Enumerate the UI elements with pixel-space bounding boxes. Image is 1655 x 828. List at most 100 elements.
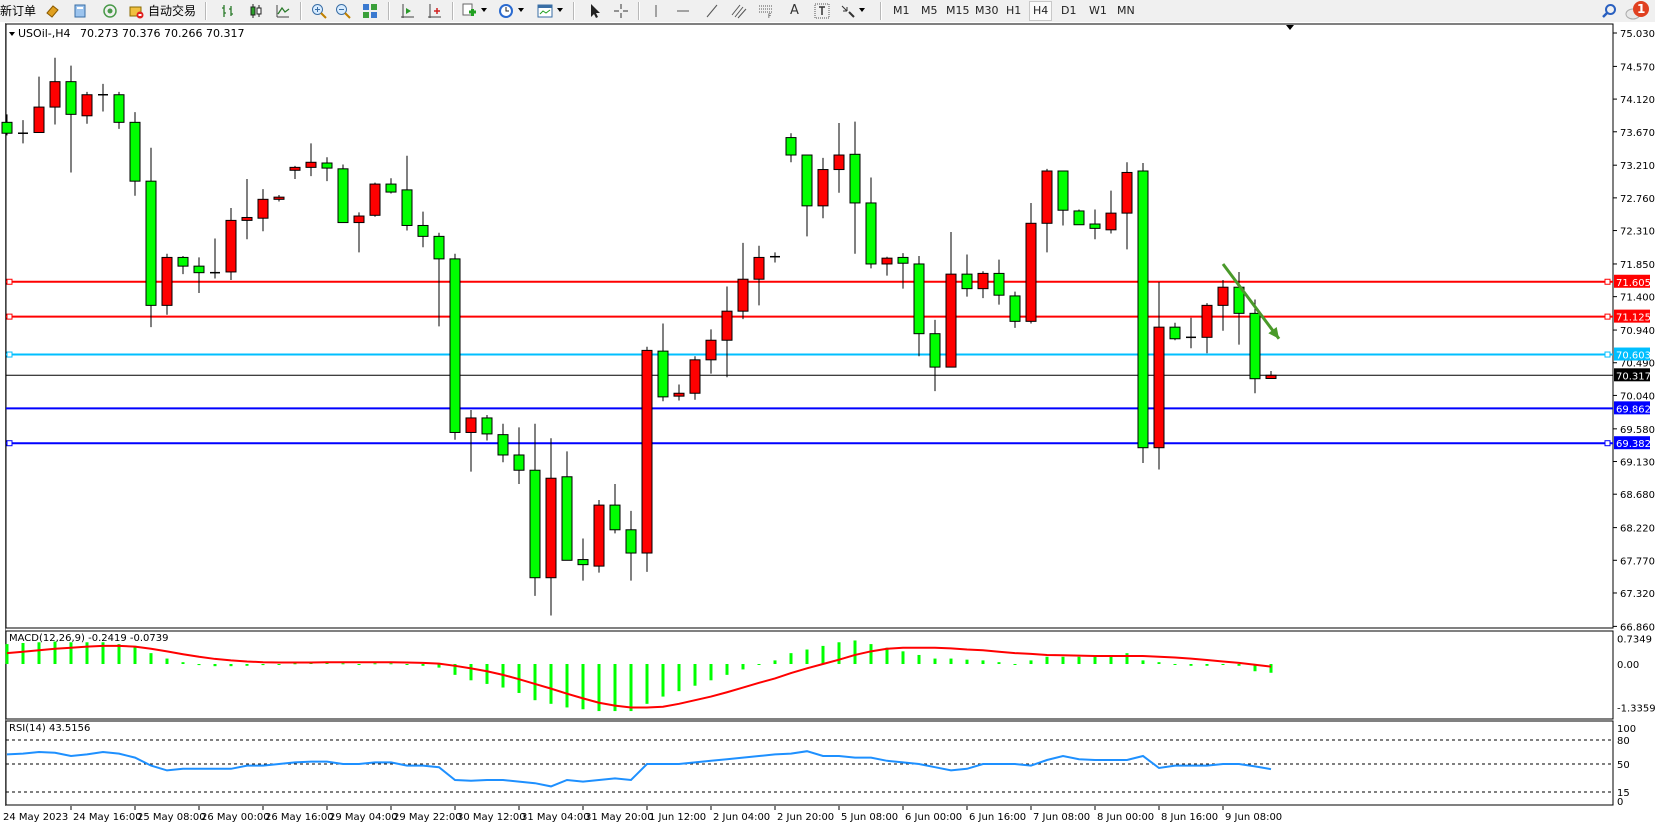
time-label: 9 Jun 08:00 — [1225, 812, 1282, 823]
timeframe-m5[interactable]: M5 — [921, 4, 938, 17]
candle — [961, 254, 973, 297]
candle — [577, 538, 589, 581]
autoscroll-icon[interactable] — [426, 3, 442, 19]
macd-histogram-bar — [21, 643, 25, 664]
candle — [753, 245, 765, 306]
timeframe-h4[interactable]: H4 — [1029, 1, 1053, 21]
tile-windows-icon[interactable] — [362, 3, 378, 19]
chart-shift-icon[interactable] — [399, 3, 415, 19]
new-order-button[interactable]: 新订单 — [0, 4, 37, 18]
time-label: 6 Jun 00:00 — [905, 812, 962, 823]
macd-histogram-bar — [389, 663, 393, 665]
ohlc-readout: 70.273 70.376 70.266 70.317 — [80, 27, 244, 40]
indicators-dropdown-icon[interactable] — [481, 8, 487, 12]
timeframe-m15[interactable]: M15 — [946, 4, 970, 17]
macd-histogram-bar — [1253, 664, 1257, 672]
signals-icon[interactable] — [102, 3, 118, 19]
horizontal-line-icon[interactable] — [675, 3, 691, 19]
candle-body — [993, 272, 1005, 296]
macd-histogram-bar — [165, 658, 169, 664]
candle — [1169, 322, 1181, 341]
fibonacci-icon[interactable]: F — [758, 3, 774, 19]
chart-menu-triangle-icon[interactable] — [9, 32, 15, 36]
candle-body — [1089, 223, 1101, 229]
macd-histogram-bar — [469, 664, 473, 681]
candle — [529, 423, 541, 596]
autotrading-button[interactable]: 自动交易 — [148, 4, 197, 18]
zoom-out-icon[interactable] — [335, 3, 351, 19]
macd-histogram-bar — [997, 662, 1001, 664]
timeframe-h1[interactable]: H1 — [1006, 4, 1022, 17]
bar-chart-icon[interactable] — [220, 3, 236, 19]
candle-body — [33, 106, 45, 134]
trendline-icon[interactable] — [704, 3, 720, 19]
candle-body — [1265, 374, 1277, 380]
macd-histogram-bar — [53, 641, 57, 664]
candle-body — [241, 216, 253, 221]
trend-arrow-annotation — [1221, 263, 1281, 340]
text-icon[interactable]: A — [790, 3, 799, 18]
line-handle — [6, 351, 13, 358]
periods-icon[interactable] — [498, 3, 514, 19]
macd-histogram-bar — [293, 663, 297, 665]
candle-body — [1025, 222, 1037, 322]
arrows-dropdown-icon[interactable] — [859, 8, 865, 12]
macd-histogram-bar — [1077, 656, 1081, 664]
candle — [161, 253, 173, 315]
candle-body — [785, 137, 797, 156]
timeframe-m1[interactable]: M1 — [893, 4, 910, 17]
macd-histogram-bar — [629, 664, 633, 712]
candle — [449, 253, 461, 440]
timeframe-mn[interactable]: MN — [1117, 4, 1135, 17]
chart-window[interactable]: 75.030 74.570 74.120 73.670 73.210 72.760 72.3… — [0, 22, 1655, 828]
macd-histogram-bar — [405, 664, 409, 665]
price-tick-label: 71.400 — [1620, 293, 1655, 304]
market-watch-icon[interactable] — [72, 3, 88, 19]
candlestick-icon[interactable] — [248, 3, 264, 19]
candle — [561, 451, 573, 561]
indicators-icon[interactable] — [461, 3, 477, 19]
time-label: 24 May 2023 — [3, 812, 68, 823]
periods-dropdown-icon[interactable] — [518, 8, 524, 12]
macd-histogram-bar — [581, 664, 585, 710]
zoom-in-icon[interactable] — [311, 3, 327, 19]
line-chart-icon[interactable] — [275, 3, 291, 19]
macd-histogram-bar — [1029, 660, 1033, 664]
candle — [993, 259, 1005, 305]
candle — [817, 157, 829, 219]
candle — [1041, 168, 1053, 253]
symbol-label[interactable]: USOil-,H4 — [18, 27, 71, 40]
search-icon[interactable] — [1601, 3, 1617, 19]
candle-body — [1057, 170, 1069, 211]
macd-histogram-bar — [1173, 664, 1177, 665]
timeframe-w1[interactable]: W1 — [1089, 4, 1107, 17]
price-tick-label: 73.210 — [1620, 161, 1655, 172]
arrow-head-icon — [1268, 326, 1279, 339]
timeframe-d1[interactable]: D1 — [1061, 4, 1077, 17]
vertical-line-icon[interactable] — [648, 3, 664, 19]
line-handle — [6, 278, 13, 285]
cursor-icon[interactable] — [587, 3, 603, 19]
candle-body — [65, 81, 77, 115]
autotrading-icon[interactable] — [128, 3, 144, 19]
candle — [241, 178, 253, 240]
candle-body — [881, 257, 893, 265]
candle-body — [513, 454, 525, 471]
macd-histogram-bar — [1141, 660, 1145, 664]
notifications-icon[interactable] — [1624, 0, 1652, 22]
timeframe-m30[interactable]: M30 — [975, 4, 999, 17]
candle — [625, 510, 637, 581]
arrows-icon[interactable] — [840, 3, 856, 19]
metaeditor-icon[interactable] — [44, 3, 60, 19]
templates-icon[interactable] — [537, 3, 553, 19]
candle — [193, 257, 205, 294]
text-label-icon[interactable] — [814, 3, 830, 19]
candle — [1217, 279, 1229, 331]
time-label: 7 Jun 08:00 — [1033, 812, 1090, 823]
templates-dropdown-icon[interactable] — [557, 8, 563, 12]
macd-histogram-bar — [645, 664, 649, 704]
equidistant-channel-icon[interactable] — [731, 3, 747, 19]
crosshair-icon[interactable] — [613, 3, 629, 19]
